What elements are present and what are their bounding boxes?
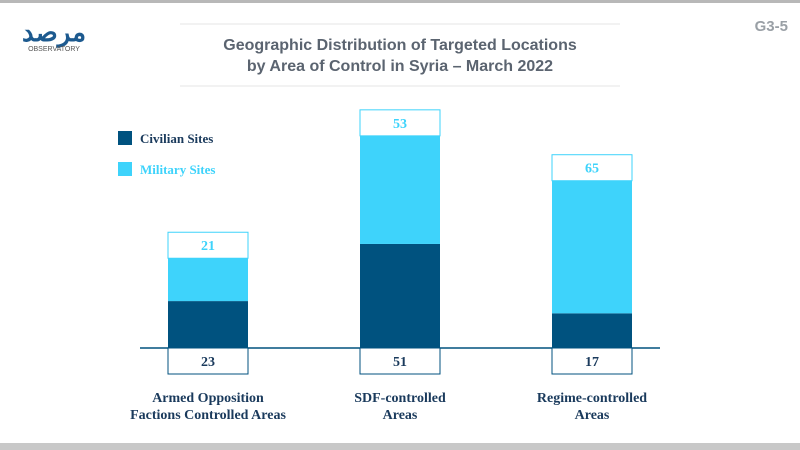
- bar-segment: [168, 258, 248, 302]
- value-box: [359, 347, 441, 375]
- logo-arabic: مرصد: [22, 17, 86, 47]
- bottom-border: [0, 443, 800, 450]
- legend-label: Military Sites: [140, 162, 215, 177]
- legend-swatch: [118, 162, 132, 176]
- value-label: 23: [201, 355, 215, 370]
- bar-segment: [552, 313, 632, 348]
- value-label: 53: [393, 117, 407, 132]
- logo-latin: OBSERVATORY: [28, 46, 80, 53]
- value-label: 21: [201, 239, 215, 254]
- bar-segment: [552, 180, 632, 314]
- value-box: [551, 154, 633, 182]
- value-label: 17: [585, 355, 599, 370]
- category-label: Regime-controlled Areas: [536, 391, 648, 423]
- value-box: [551, 347, 633, 375]
- chart-title: Geographic Distribution of Targeted Loca…: [223, 37, 577, 75]
- bar-segment: [168, 301, 248, 348]
- value-box: [359, 109, 441, 137]
- value-label: 51: [393, 355, 407, 370]
- value-label: 65: [585, 162, 599, 177]
- category-label: Armed Opposition Factions Controlled Are…: [130, 391, 286, 423]
- figure-code: G3-5: [754, 18, 788, 35]
- value-box: [167, 231, 249, 259]
- bar-segment: [360, 135, 440, 244]
- value-box: [167, 347, 249, 375]
- legend-swatch: [118, 131, 132, 145]
- category-label: SDF-controlled Areas: [354, 391, 446, 423]
- bar-segment: [360, 243, 440, 348]
- legend-label: Civilian Sites: [140, 131, 213, 146]
- logo: مرصد OBSERVATORY: [14, 18, 94, 53]
- top-border: [0, 0, 800, 3]
